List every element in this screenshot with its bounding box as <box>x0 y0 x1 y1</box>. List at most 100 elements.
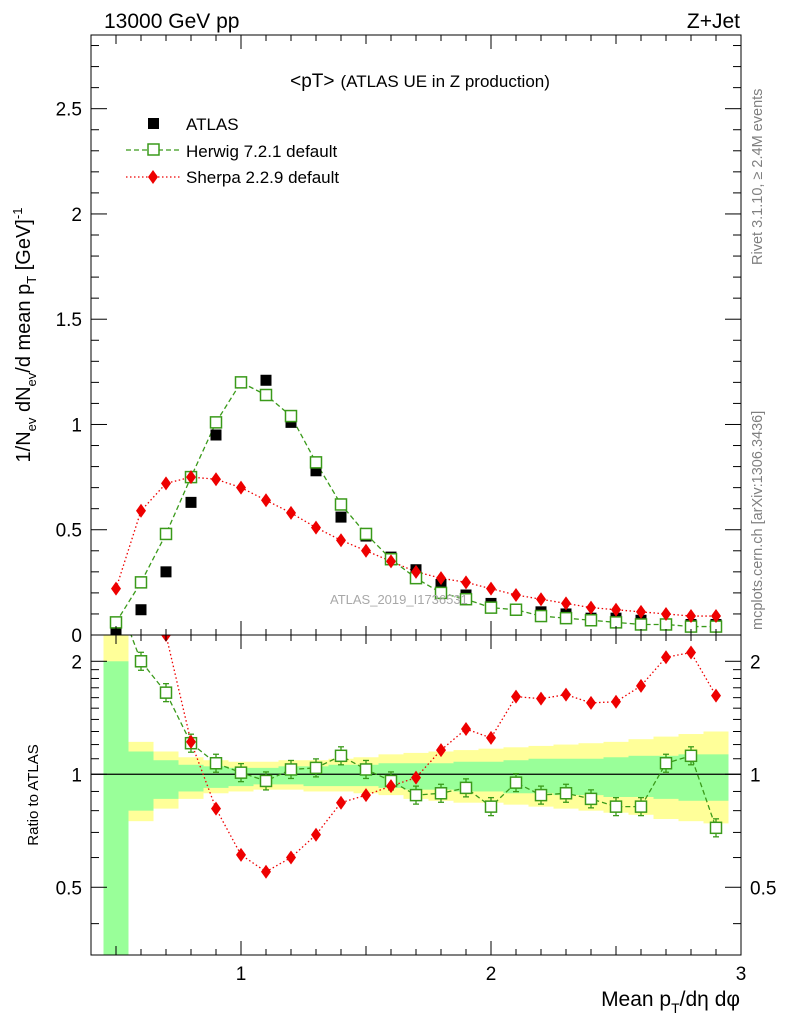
sherpa-point <box>611 602 621 617</box>
atlas-point <box>160 566 172 578</box>
x-axis-label: Mean pT/dη dφ <box>601 988 740 1016</box>
sherpa-point <box>311 520 321 535</box>
sherpa-point <box>186 470 196 485</box>
atlas-point <box>210 429 222 441</box>
herwig-ratio-point <box>584 792 598 806</box>
herwig-ratio-point <box>259 774 273 788</box>
herwig-point <box>334 498 348 511</box>
y-tick-label-main: 2.5 <box>56 100 82 121</box>
herwig-point <box>159 527 173 541</box>
plot-title-main: <pT> <box>290 71 334 92</box>
x-tick-label: 2 <box>486 964 497 985</box>
sherpa-point <box>486 581 496 596</box>
sherpa-ratio-point <box>336 795 346 810</box>
sherpa-ratio-point <box>686 645 696 660</box>
sherpa-ratio-point <box>411 770 421 785</box>
sherpa-ratio-point <box>311 827 321 842</box>
sherpa-ratio-point <box>636 678 646 693</box>
analysis-watermark: ATLAS_2019_I1736531 <box>330 592 468 607</box>
band-inner-bin <box>603 757 629 797</box>
legend-marker-herwig <box>147 143 160 156</box>
herwig-ratio-point <box>709 821 723 835</box>
y-tick-label-main: 1.5 <box>56 310 82 331</box>
herwig-ratio-point <box>534 788 548 802</box>
herwig-ratio-point <box>509 776 523 789</box>
herwig-point <box>309 456 323 469</box>
band-inner-bin <box>478 761 504 792</box>
sherpa-point <box>536 592 546 607</box>
herwig-ratio-point <box>234 766 248 779</box>
atlas-point <box>260 374 272 386</box>
herwig-ratio-point <box>434 787 448 800</box>
header-right: Z+Jet <box>687 10 740 33</box>
band-inner-bin <box>328 764 354 787</box>
herwig-line-main <box>115 381 716 628</box>
atlas-point <box>285 416 297 428</box>
y-tick-label-ratio-right: 0.5 <box>750 878 776 899</box>
legend-label-herwig: Herwig 7.2.1 default <box>186 142 337 161</box>
atlas-point <box>335 511 347 523</box>
herwig-point <box>284 409 298 423</box>
sherpa-point <box>261 493 271 508</box>
herwig-point <box>534 609 548 623</box>
y-tick-label-ratio: 1 <box>71 765 82 786</box>
sherpa-point <box>386 554 396 569</box>
herwig-point <box>559 611 573 625</box>
legend-marker-sherpa <box>148 170 158 184</box>
atlas-point <box>310 465 322 477</box>
herwig-ratio-point <box>559 787 573 800</box>
y-tick-label-main: 1 <box>71 415 82 436</box>
legend-label-sherpa: Sherpa 2.2.9 default <box>186 168 339 187</box>
herwig-ratio-point <box>334 749 348 763</box>
axes: 1 2 3 0 0.5 1 1.5 2 2.5 0.5 0.5 1 1 2 2 <box>56 35 776 985</box>
sherpa-ratio-point <box>536 691 546 706</box>
herwig-point <box>259 388 273 402</box>
sherpa-point <box>461 575 471 590</box>
mcplots-label: mcplots.cern.ch [arXiv:1306.3436] <box>750 411 766 630</box>
sherpa-point <box>361 543 371 558</box>
herwig-ratio-point <box>409 788 423 802</box>
herwig-point <box>359 527 373 541</box>
sherpa-point <box>636 604 646 619</box>
header-left: 13000 GeV pp <box>104 10 239 33</box>
main-plot-series <box>109 374 723 635</box>
legend-label-atlas: ATLAS <box>186 115 239 134</box>
herwig-ratio-point <box>459 781 473 795</box>
y-tick-label-main: 2 <box>71 205 82 226</box>
herwig-point <box>634 618 648 631</box>
ratio-plot-series <box>130 635 723 879</box>
band-inner-bin <box>203 766 229 788</box>
herwig-point <box>509 603 523 616</box>
rivet-label: Rivet 3.1.10, ≥ 2.4M events <box>750 89 766 265</box>
sherpa-point <box>511 588 521 602</box>
x-tick-label: 1 <box>236 964 247 985</box>
y-tick-label-ratio-right: 1 <box>750 765 761 786</box>
y-tick-label-ratio-right: 2 <box>750 652 761 673</box>
herwig-ratio-point <box>634 800 648 813</box>
herwig-ratio-point <box>484 800 498 813</box>
sherpa-ratio-point <box>661 650 671 665</box>
sherpa-point <box>586 600 596 615</box>
y-axis-label-main: 1/Nev dNev/d mean pT [GeV]-1 <box>10 208 39 463</box>
sherpa-point <box>411 564 421 579</box>
sherpa-ratio-point <box>561 687 571 702</box>
herwig-ratio-point <box>284 763 298 776</box>
sherpa-ratio-point <box>511 689 521 704</box>
herwig-ratio-point <box>209 756 223 770</box>
sherpa-point <box>136 503 146 518</box>
sherpa-point <box>161 476 171 491</box>
legend-marker-atlas <box>148 118 159 129</box>
herwig-point <box>484 601 498 614</box>
band-inner-bin <box>578 758 604 796</box>
herwig-point <box>209 416 223 429</box>
y-tick-label-ratio: 2 <box>71 652 82 673</box>
herwig-point <box>134 576 148 589</box>
sherpa-point <box>211 472 221 487</box>
band-inner-bin <box>703 754 729 801</box>
sherpa-point <box>336 533 346 548</box>
y-tick-label-main: 0 <box>71 626 82 647</box>
herwig-point <box>584 614 598 627</box>
herwig-ratio-point <box>134 655 148 668</box>
herwig-point <box>459 592 473 606</box>
